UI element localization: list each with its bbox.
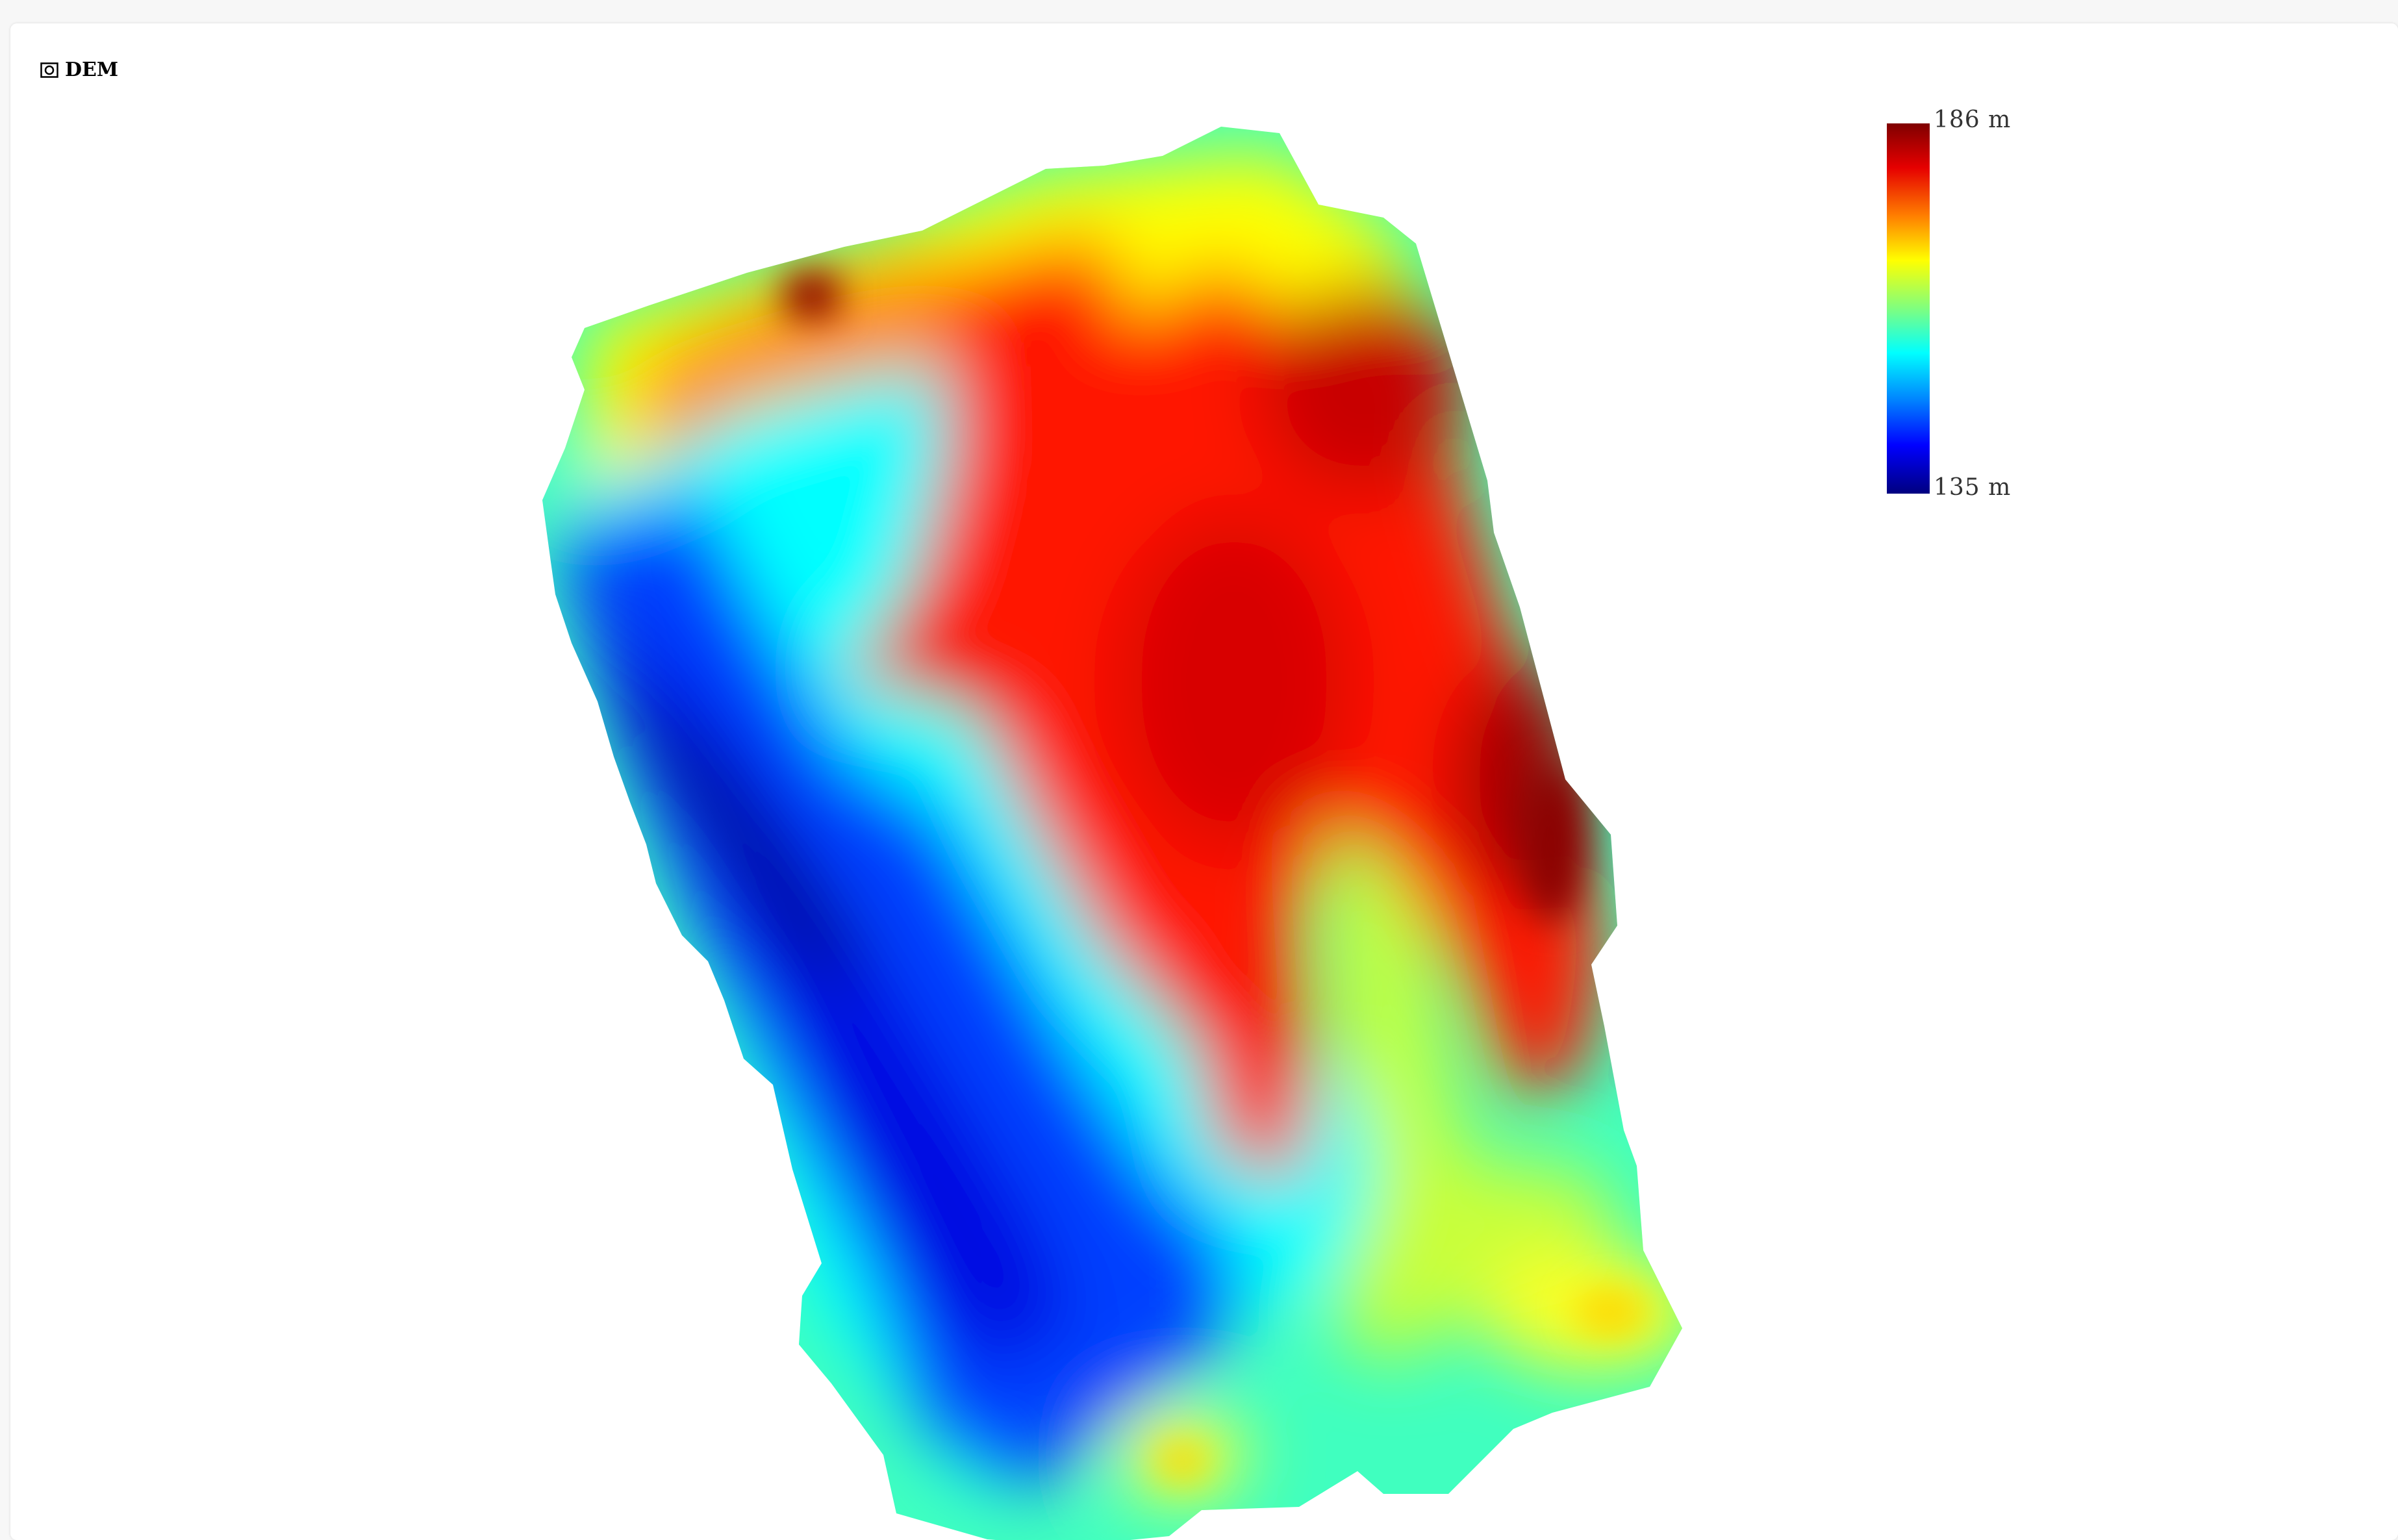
- layer-title-text: DEM: [65, 58, 119, 81]
- raster-layer-icon: [40, 62, 58, 78]
- elevation-raster: [542, 127, 1682, 1540]
- layer-title[interactable]: DEM: [40, 58, 118, 81]
- legend-max-label: 186 m: [1934, 107, 2012, 133]
- legend-colorbar: [1887, 123, 1930, 494]
- legend-min-label: 135 m: [1934, 474, 2012, 501]
